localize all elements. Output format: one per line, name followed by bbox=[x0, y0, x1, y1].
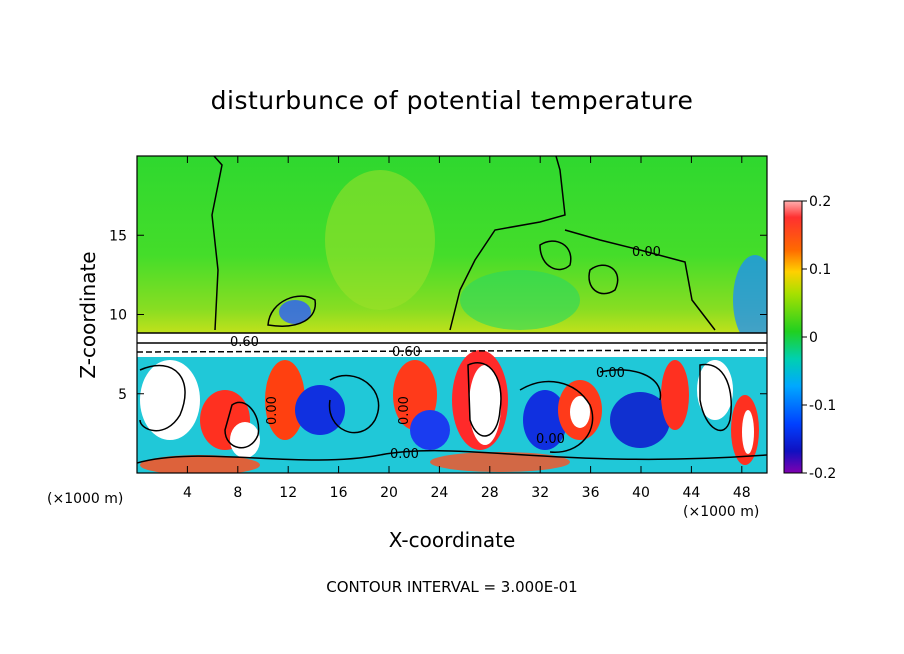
contour-label: 0.00 bbox=[632, 245, 661, 260]
y-tick-label: 15 bbox=[109, 228, 127, 244]
x-tick-label: 28 bbox=[481, 485, 499, 501]
x-tick-label: 36 bbox=[582, 485, 600, 501]
x-tick-label: 12 bbox=[279, 485, 297, 501]
x-tick-label: 20 bbox=[380, 485, 398, 501]
contour-label: 0.00 bbox=[265, 396, 280, 425]
contour-line bbox=[137, 449, 767, 464]
contour-line bbox=[211, 156, 223, 331]
lower-cold-patch bbox=[610, 392, 670, 448]
x-tick-label: 24 bbox=[430, 485, 448, 501]
x-tick-label: 16 bbox=[330, 485, 348, 501]
colorbar-tick-label: -0.1 bbox=[809, 398, 836, 414]
lower-warm-patch bbox=[661, 360, 689, 430]
colorbar bbox=[783, 200, 803, 474]
lower-warm-core bbox=[469, 365, 501, 445]
contour-interval-note: CONTOUR INTERVAL = 3.000E-01 bbox=[326, 578, 578, 596]
colorbar-ticks: 0.2 0.1 0 -0.1 -0.2 bbox=[802, 194, 836, 482]
y-axis-ticks: 5 10 15 bbox=[109, 228, 767, 403]
x-tick-label: 48 bbox=[733, 485, 751, 501]
contour-line bbox=[224, 401, 260, 449]
contour-line bbox=[699, 363, 732, 432]
lower-warm-patch bbox=[430, 452, 570, 472]
lower-warm-patch bbox=[140, 455, 260, 473]
contour-label: 0.00 bbox=[390, 447, 419, 462]
x-tick-label: 8 bbox=[233, 485, 242, 501]
contour-line bbox=[139, 364, 186, 432]
contour-line bbox=[467, 362, 502, 437]
contour-lines bbox=[137, 156, 767, 464]
lower-warm-core bbox=[742, 410, 754, 454]
x-axis-ticks: 4 8 12 16 20 24 28 32 36 40 44 48 bbox=[183, 156, 751, 501]
lower-cold-patch bbox=[523, 390, 567, 450]
upper-layer-fill bbox=[137, 156, 767, 336]
inversion-layer bbox=[137, 333, 767, 357]
contour-line bbox=[267, 295, 316, 327]
x-tick-label: 44 bbox=[682, 485, 700, 501]
x-tick-label: 32 bbox=[531, 485, 549, 501]
contour-line bbox=[449, 156, 566, 331]
x-tick-label: 4 bbox=[183, 485, 192, 501]
lower-warm-core bbox=[230, 422, 260, 458]
contour-label: 0.60 bbox=[392, 345, 421, 360]
contour-labels: 0.60 0.60 0.00 0.00 0.00 0.00 0.00 0.00 bbox=[230, 245, 661, 462]
x-tick-label: 40 bbox=[632, 485, 650, 501]
y-tick-label: 10 bbox=[109, 308, 127, 324]
lower-warm-core bbox=[140, 360, 200, 440]
contour-line bbox=[599, 369, 662, 401]
upper-right-cold-patch bbox=[733, 255, 767, 345]
upper-cool-patch bbox=[460, 270, 580, 330]
colorbar-tick-label: -0.2 bbox=[809, 466, 836, 482]
contour-label: 0.00 bbox=[397, 396, 412, 425]
upper-cold-blob bbox=[279, 300, 311, 324]
colorbar-tick-label: 0.1 bbox=[809, 262, 831, 278]
colorbar-tick-label: 0.2 bbox=[809, 194, 831, 210]
y-tick-label: 5 bbox=[118, 387, 127, 403]
upper-warm-patch bbox=[325, 170, 435, 310]
x-unit-label: (×1000 m) bbox=[683, 504, 760, 520]
lower-cold-patch bbox=[295, 385, 345, 435]
contour-line bbox=[564, 229, 716, 331]
contour-line bbox=[328, 374, 380, 434]
contour-label: 0.00 bbox=[596, 366, 625, 381]
lower-warm-patch bbox=[265, 360, 305, 440]
lower-cold-patch bbox=[410, 410, 450, 450]
contour-line bbox=[137, 349, 767, 353]
heatmap-field bbox=[137, 156, 767, 473]
x-axis-label: X-coordinate bbox=[388, 528, 516, 552]
lower-warm-core bbox=[570, 396, 590, 428]
contour-label: 0.00 bbox=[536, 432, 565, 447]
contour-line bbox=[539, 240, 572, 271]
colorbar-tick-label: 0 bbox=[809, 330, 818, 346]
contour-label: 0.60 bbox=[230, 335, 259, 350]
contour-line bbox=[588, 264, 619, 295]
contour-line bbox=[519, 380, 594, 453]
chart-title: disturbunce of potential temperature bbox=[210, 86, 694, 115]
z-unit-label: (×1000 m) bbox=[47, 491, 124, 507]
